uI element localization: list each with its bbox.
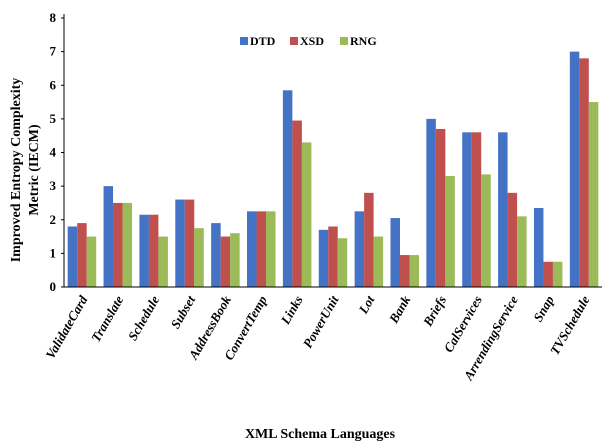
bar-dtd bbox=[139, 214, 149, 287]
bars bbox=[67, 51, 599, 288]
y-tick-label: 6 bbox=[50, 77, 57, 92]
bar-dtd bbox=[247, 211, 257, 287]
bar-xsd bbox=[256, 211, 267, 287]
bar-dtd bbox=[103, 186, 114, 287]
bar-dtd bbox=[318, 229, 329, 287]
bar-xsd bbox=[77, 223, 87, 287]
x-tick-label: Schedule bbox=[125, 293, 163, 343]
x-axis-title: XML Schema Languages bbox=[245, 427, 396, 442]
bar-xsd bbox=[328, 226, 338, 287]
bar-dtd bbox=[533, 207, 544, 287]
bar-xsd bbox=[220, 236, 231, 287]
legend-label: DTD bbox=[250, 34, 276, 48]
y-tick-label: 1 bbox=[50, 245, 57, 260]
bar-xsd bbox=[507, 192, 518, 287]
bar-rng bbox=[266, 211, 276, 287]
bar-xsd bbox=[292, 120, 302, 288]
bar-rng bbox=[194, 228, 204, 287]
y-tick-label: 4 bbox=[50, 145, 57, 160]
bar-xsd bbox=[148, 214, 159, 287]
y-tick-label: 7 bbox=[50, 44, 57, 59]
legend: DTD XSD RNG bbox=[240, 34, 377, 48]
x-tick-label: Translate bbox=[88, 293, 127, 345]
bar-dtd bbox=[282, 90, 293, 287]
bar-dtd bbox=[354, 211, 365, 287]
bar-xsd bbox=[113, 202, 123, 287]
bar-dtd bbox=[498, 132, 508, 287]
bar-dtd bbox=[426, 118, 436, 287]
bar-rng bbox=[158, 236, 168, 287]
bar-rng bbox=[552, 261, 563, 287]
bar-dtd bbox=[67, 226, 78, 287]
legend-swatch bbox=[240, 37, 248, 45]
x-tick-label: Lot bbox=[355, 293, 378, 317]
bar-xsd bbox=[399, 255, 410, 287]
y-tick-label: 2 bbox=[50, 212, 57, 227]
y-tick-label: 5 bbox=[50, 111, 57, 126]
legend-swatch bbox=[290, 37, 298, 45]
bar-dtd bbox=[175, 199, 185, 287]
bar-xsd bbox=[579, 58, 589, 287]
y-axis: 0 1 2 3 4 5 6 7 8 bbox=[50, 10, 65, 294]
bar-xsd bbox=[471, 132, 482, 287]
bar-dtd bbox=[569, 51, 580, 287]
bar-xsd bbox=[364, 192, 374, 287]
bar-xsd bbox=[543, 261, 553, 287]
bar-xsd bbox=[184, 199, 195, 287]
bar-rng bbox=[230, 233, 240, 287]
x-tick-label: ValidateCard bbox=[43, 293, 91, 362]
bar-rng bbox=[86, 236, 97, 287]
x-tick-label: Links bbox=[277, 293, 306, 328]
bar-dtd bbox=[390, 218, 400, 287]
legend-swatch bbox=[340, 37, 348, 45]
bar-xsd bbox=[435, 128, 446, 287]
bar-dtd bbox=[462, 132, 472, 287]
bar-rng bbox=[481, 174, 491, 287]
bar-rng bbox=[122, 202, 133, 287]
bar-rng bbox=[445, 176, 455, 287]
y-axis-title-line1: Improved Entropy Complexity bbox=[9, 78, 24, 263]
bar-rng bbox=[337, 238, 348, 287]
x-tick-label: Snap bbox=[530, 293, 557, 325]
x-tick-label: PowerUnit bbox=[300, 293, 342, 351]
bar-rng bbox=[373, 236, 384, 287]
y-tick-label: 3 bbox=[50, 178, 57, 193]
bar-rng bbox=[409, 255, 419, 287]
bar-rng bbox=[517, 216, 527, 287]
x-tick-label: Bank bbox=[385, 293, 413, 327]
bar-rng bbox=[588, 102, 599, 287]
x-tick-label: Subset bbox=[167, 293, 198, 331]
x-tick-label: Briefs bbox=[419, 293, 449, 330]
legend-label: XSD bbox=[300, 34, 324, 48]
bar-dtd bbox=[211, 223, 221, 287]
legend-label: RNG bbox=[350, 34, 377, 48]
y-tick-label: 8 bbox=[50, 10, 57, 25]
y-axis-title-line2: Metric (IECM) bbox=[27, 124, 42, 216]
bar-rng bbox=[301, 142, 312, 287]
y-tick-label: 0 bbox=[50, 279, 57, 294]
